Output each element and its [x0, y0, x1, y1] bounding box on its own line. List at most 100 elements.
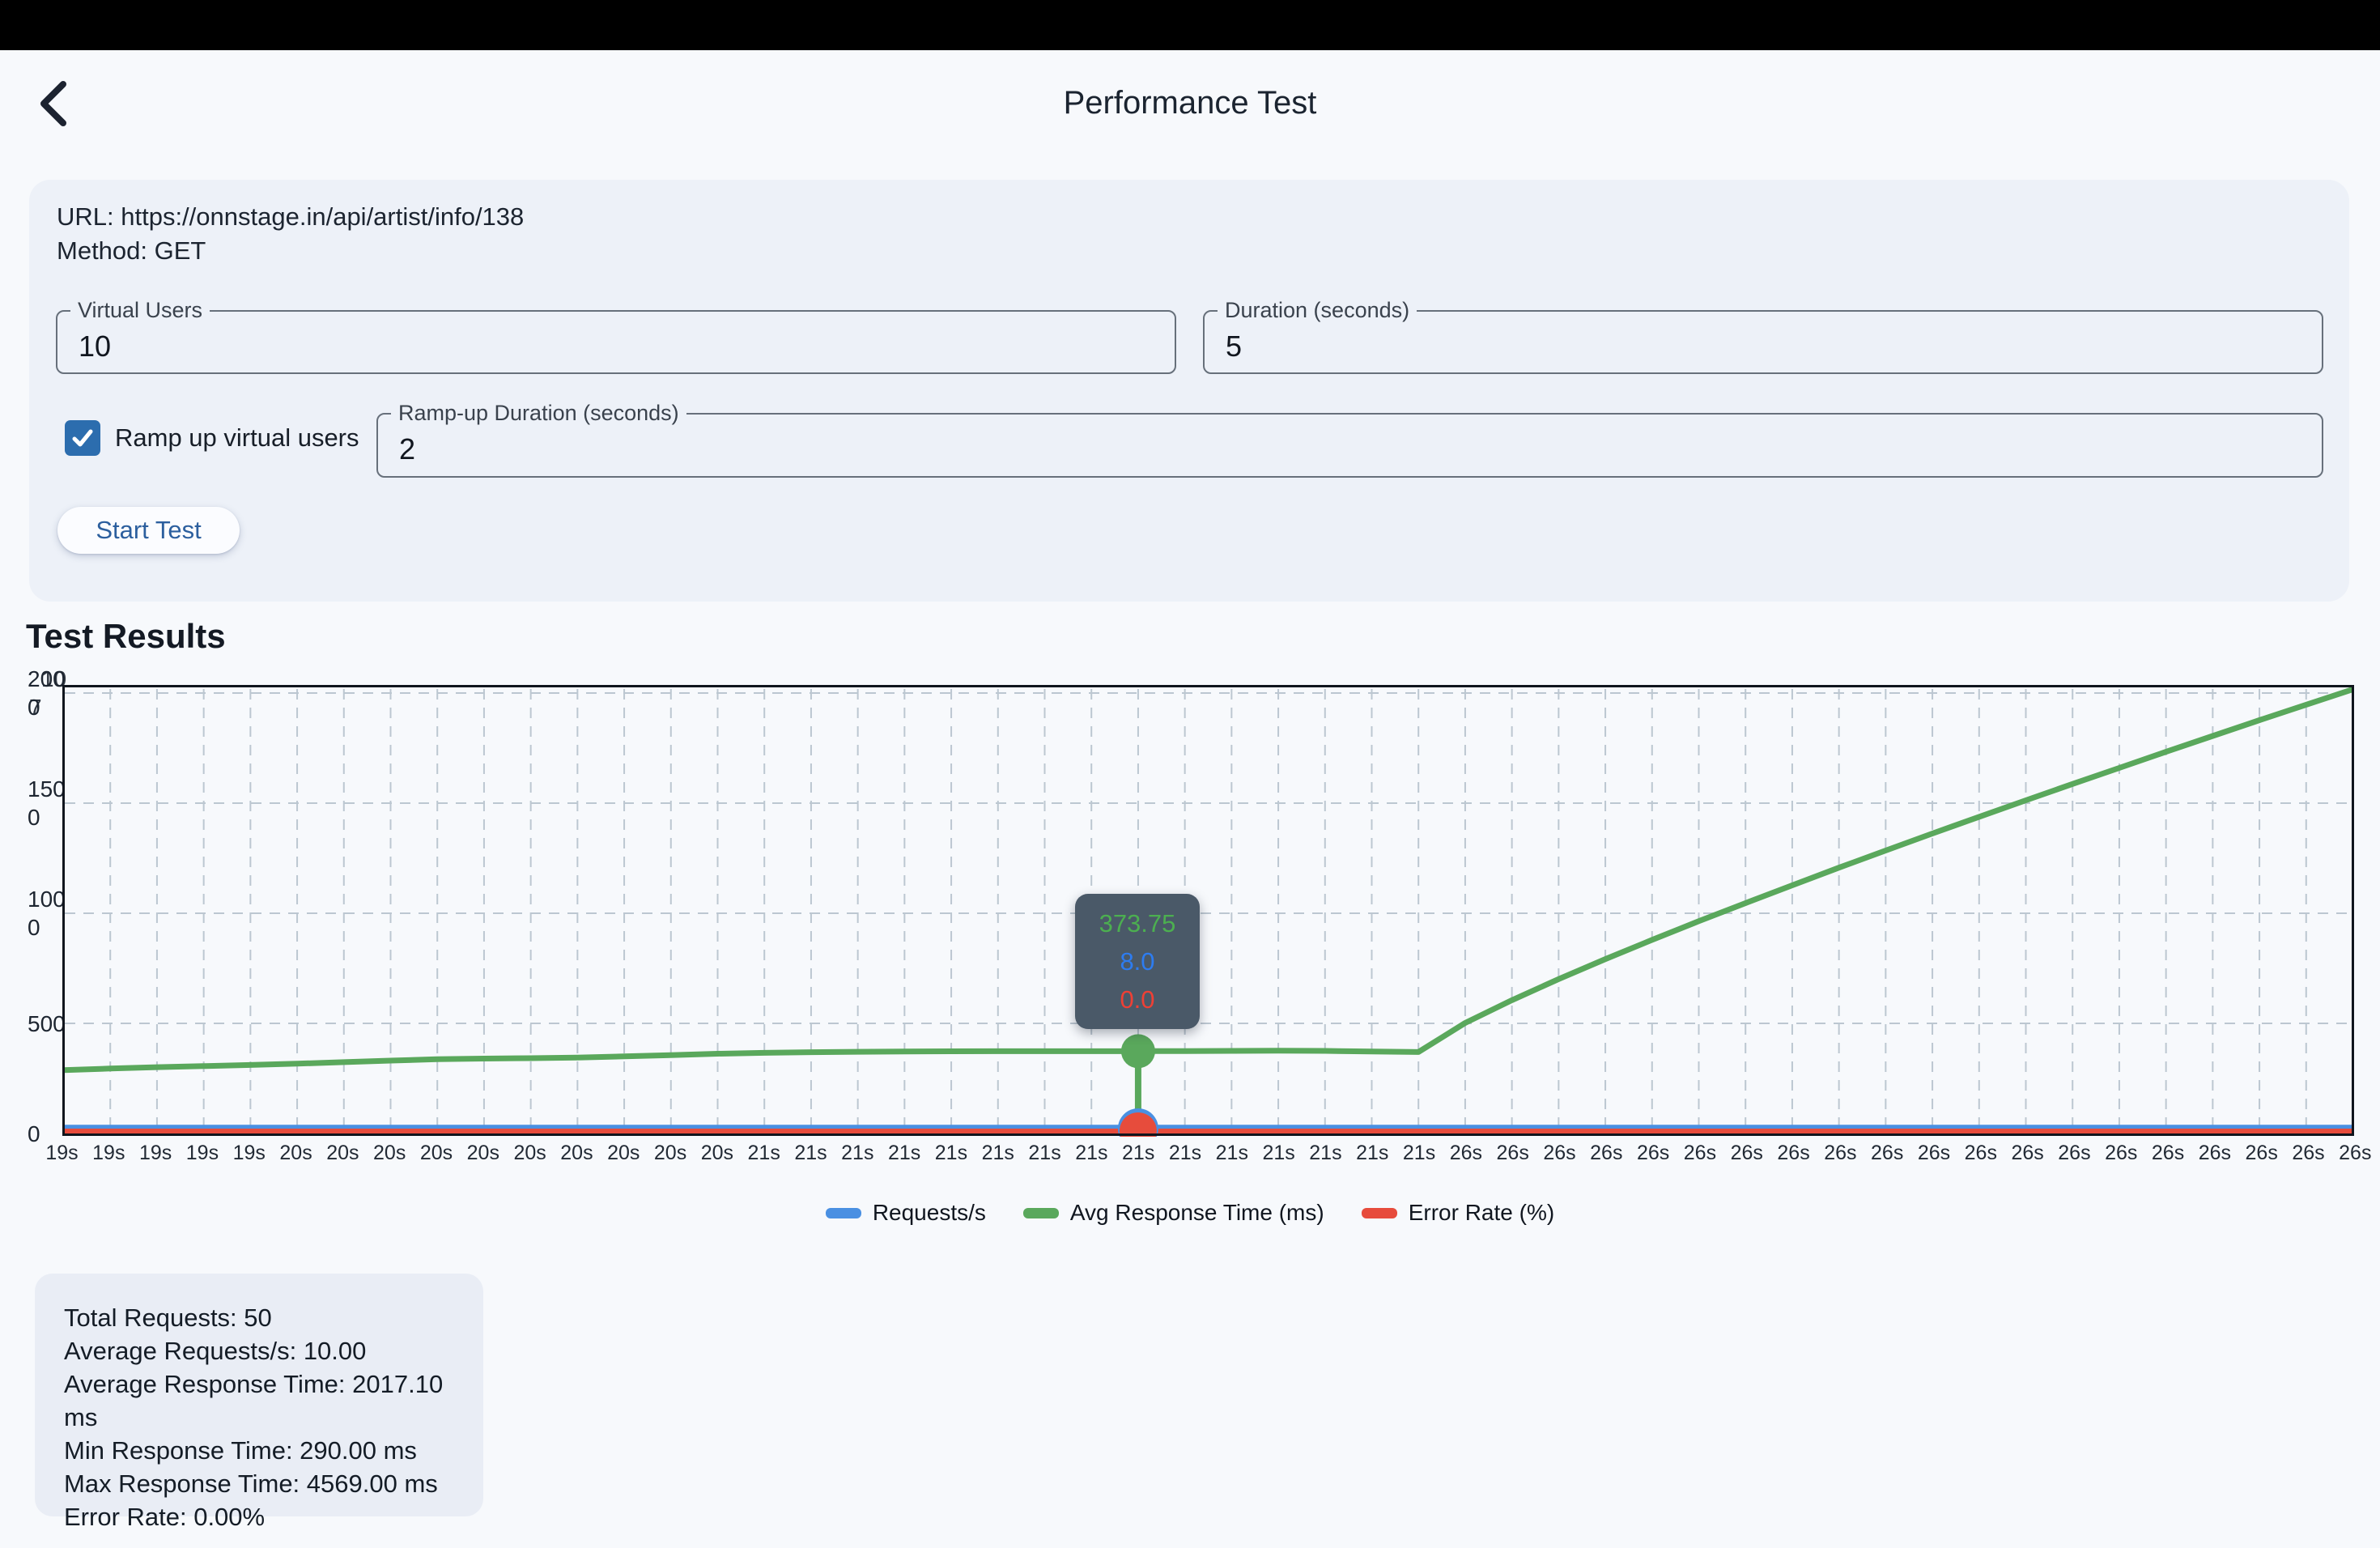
x-tick-label: 21s — [981, 1142, 1014, 1164]
x-tick-label: 26s — [1777, 1142, 1810, 1164]
summary-line: Max Response Time: 4569.00 ms — [64, 1469, 438, 1498]
x-tick-label: 20s — [513, 1142, 546, 1164]
legend-swatch-icon — [1022, 1207, 1059, 1218]
legend-label: Requests/s — [872, 1200, 986, 1225]
url-text: URL: https://onnstage.in/api/artist/info… — [57, 202, 525, 231]
x-tick-label: 21s — [1309, 1142, 1342, 1164]
x-tick-label: 26s — [1917, 1142, 1951, 1164]
x-tick-label: 26s — [1590, 1142, 1623, 1164]
x-tick-label: 26s — [2245, 1142, 2278, 1164]
x-tick-label: 19s — [138, 1142, 172, 1164]
y-tick-label: 0 — [28, 1121, 40, 1146]
x-tick-label: 20s — [419, 1142, 453, 1164]
y-tick-label: 150 0 — [28, 776, 66, 830]
ramp-up-duration-label: Ramp-up Duration (seconds) — [398, 401, 679, 425]
ramp-up-duration-value[interactable]: 2 — [399, 432, 416, 466]
page-title: Performance Test — [1063, 85, 1317, 121]
summary-line: Average Response Time: 2017.10 ms — [64, 1370, 444, 1431]
x-tick-label: 21s — [1215, 1142, 1248, 1164]
summary-line: Error Rate: 0.00% — [64, 1503, 266, 1531]
virtual-users-value[interactable]: 10 — [79, 330, 112, 363]
legend-item: Requests/s — [825, 1200, 986, 1226]
x-tick-label: 20s — [560, 1142, 593, 1164]
tooltip-requests: 8.0 — [1120, 947, 1155, 976]
method-text: Method: GET — [57, 236, 206, 265]
test-results-title: Test Results — [26, 617, 226, 655]
x-tick-label: 26s — [1449, 1142, 1483, 1164]
ramp-up-duration-field[interactable]: Ramp-up Duration (seconds) 2 — [376, 401, 2323, 478]
x-tick-label: 20s — [279, 1142, 312, 1164]
x-tick-label: 26s — [1964, 1142, 1997, 1164]
x-tick-label: 26s — [2198, 1142, 2232, 1164]
x-tick-label: 19s — [92, 1142, 125, 1164]
summary-line: Total Requests: 50 — [64, 1303, 272, 1332]
x-tick-label: 21s — [1402, 1142, 1436, 1164]
ramp-up-checkbox[interactable] — [65, 420, 100, 456]
x-tick-label: 26s — [1496, 1142, 1529, 1164]
x-tick-label: 26s — [2105, 1142, 2138, 1164]
virtual-users-label: Virtual Users — [78, 298, 203, 322]
x-tick-label: 21s — [1262, 1142, 1295, 1164]
plot-svg[interactable] — [62, 685, 2354, 1137]
x-tick-label: 21s — [841, 1142, 874, 1164]
x-tick-label: 26s — [1636, 1142, 1670, 1164]
x-tick-label: 19s — [232, 1142, 266, 1164]
x-tick-label: 26s — [2058, 1142, 2091, 1164]
chart-tooltip: 373.75 8.0 0.0 — [1075, 894, 1200, 1029]
x-tick-label: 21s — [1122, 1142, 1155, 1164]
x-tick-label: 20s — [700, 1142, 734, 1164]
summary-card: Total Requests: 50 Average Requests/s: 10… — [35, 1274, 483, 1531]
legend-swatch-icon — [1361, 1207, 1397, 1218]
x-tick-label: 21s — [1168, 1142, 1202, 1164]
legend-item: Error Rate (%) — [1361, 1200, 1555, 1226]
x-tick-label: 21s — [934, 1142, 968, 1164]
x-tick-label: 21s — [1356, 1142, 1389, 1164]
summary-line: Average Requests/s: 10.00 — [64, 1337, 367, 1365]
virtual-users-field[interactable]: Virtual Users 10 — [56, 298, 1176, 374]
x-tick-label: 21s — [1075, 1142, 1108, 1164]
duration-value[interactable]: 5 — [1226, 330, 1243, 363]
x-tick-label: 20s — [607, 1142, 640, 1164]
ramp-up-checkbox-row: Ramp up virtual users — [65, 419, 359, 457]
tooltip-response-time: 373.75 — [1099, 909, 1176, 938]
x-tick-label: 26s — [1543, 1142, 1576, 1164]
chart-legend: Requests/s Avg Response Time (ms) Error Ra… — [0, 1200, 2380, 1226]
x-tick-label: 21s — [794, 1142, 827, 1164]
duration-field[interactable]: Duration (seconds) 5 — [1203, 298, 2323, 374]
tooltip-error-rate: 0.0 — [1120, 985, 1155, 1014]
x-tick-label: 20s — [373, 1142, 406, 1164]
x-tick-label: 19s — [185, 1142, 219, 1164]
x-tick-label: 19s — [45, 1142, 79, 1164]
x-tick-label: 26s — [2011, 1142, 2044, 1164]
y-tick-label: 500 — [28, 1010, 66, 1036]
x-tick-label: 26s — [2339, 1142, 2372, 1164]
x-tick-label: 26s — [1824, 1142, 1857, 1164]
x-tick-label: 20s — [653, 1142, 687, 1164]
x-tick-label: 26s — [1683, 1142, 1717, 1164]
x-tick-label: 26s — [2292, 1142, 2325, 1164]
results-chart: 200 10 0 7 150 0 100 0 500 0 373.75 8.0 0.0 19s 19… — [0, 666, 2380, 1190]
x-tick-label: 26s — [1730, 1142, 1763, 1164]
x-tick-label: 26s — [1871, 1142, 1904, 1164]
y-tick-label: 200 10 0 7 — [28, 666, 67, 720]
legend-item: Avg Response Time (ms) — [1022, 1200, 1324, 1226]
x-tick-label: 21s — [887, 1142, 921, 1164]
config-panel: URL: https://onnstage.in/api/artist/info… — [29, 180, 2349, 602]
app-header: Performance Test — [0, 50, 2380, 155]
chevron-left-icon — [40, 81, 66, 126]
x-tick-label: 21s — [747, 1142, 780, 1164]
summary-line: Min Response Time: 290.00 ms — [64, 1436, 417, 1465]
x-tick-label: 20s — [326, 1142, 359, 1164]
start-test-button[interactable]: Start Test — [57, 507, 240, 554]
legend-label: Avg Response Time (ms) — [1069, 1200, 1324, 1225]
y-tick-label: 100 0 — [28, 887, 66, 940]
duration-label: Duration (seconds) — [1225, 298, 1410, 322]
x-axis-labels: 19s 19s 19s 19s 19s 20s 20s 20s 20s 20s 20s 20s 20s 2… — [39, 1142, 2378, 1165]
checkmark-icon — [72, 429, 93, 447]
back-button[interactable] — [31, 78, 79, 130]
legend-label: Error Rate (%) — [1408, 1200, 1555, 1225]
chart-plot-area[interactable] — [62, 685, 2354, 1137]
x-tick-label: 26s — [2151, 1142, 2185, 1164]
status-bar — [0, 0, 2380, 50]
